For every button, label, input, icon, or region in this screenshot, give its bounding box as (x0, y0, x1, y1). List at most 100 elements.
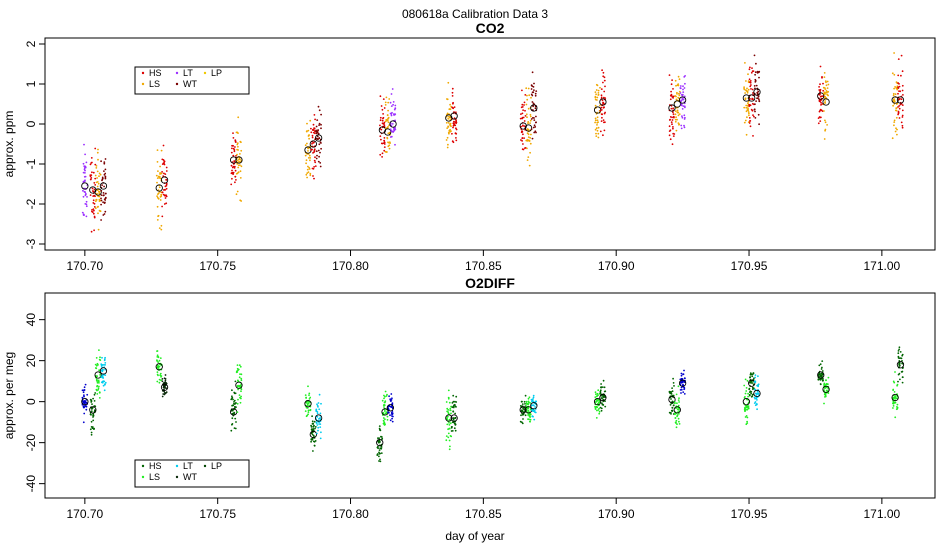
data-point (893, 121, 896, 123)
data-point (521, 137, 524, 139)
data-point (894, 394, 896, 397)
data-point (818, 375, 820, 377)
data-point (823, 93, 826, 96)
data-point (676, 423, 678, 425)
data-point (83, 167, 86, 169)
data-point (520, 113, 522, 115)
data-point (758, 70, 761, 73)
data-cluster (748, 372, 756, 398)
data-point (450, 435, 453, 438)
data-point (601, 116, 603, 119)
data-point (230, 183, 233, 186)
y-tick-label: -40 (24, 475, 38, 493)
data-point (758, 100, 761, 103)
data-point (749, 372, 752, 375)
data-point (237, 164, 240, 167)
data-point (678, 113, 681, 115)
data-point (753, 402, 756, 404)
data-point (744, 378, 747, 381)
data-point (386, 114, 389, 116)
data-point (234, 417, 237, 420)
data-point (451, 91, 454, 94)
legend-label: LS (149, 472, 160, 482)
data-point (599, 406, 602, 409)
data-cluster (304, 119, 312, 179)
data-point (104, 177, 107, 180)
data-cluster (160, 374, 169, 398)
data-point (822, 89, 825, 92)
data-point (93, 182, 96, 184)
data-point (600, 407, 603, 410)
data-point (160, 172, 163, 175)
data-point (757, 90, 760, 93)
data-point (754, 404, 757, 407)
data-point (95, 367, 98, 370)
data-point (447, 397, 450, 400)
data-point (238, 394, 241, 396)
data-point (596, 124, 598, 126)
legend-label: LS (149, 79, 160, 89)
data-point (97, 387, 100, 390)
mean-marker (519, 122, 527, 130)
data-point (901, 89, 904, 92)
data-point (602, 119, 605, 121)
data-point (81, 389, 84, 392)
data-cluster (378, 95, 387, 158)
data-point (83, 412, 86, 415)
data-point (448, 132, 450, 135)
data-point (743, 106, 746, 109)
data-point (823, 76, 826, 78)
data-point (892, 100, 895, 102)
data-point (317, 105, 320, 108)
mean-marker (817, 92, 825, 100)
data-point (673, 116, 675, 119)
data-cluster (94, 349, 102, 399)
data-point (104, 381, 107, 384)
data-cluster (160, 144, 169, 218)
data-point (522, 133, 524, 136)
data-point (528, 420, 531, 423)
data-point (232, 154, 235, 157)
data-point (755, 62, 757, 65)
data-point (600, 96, 603, 99)
data-point (534, 121, 537, 124)
data-point (381, 119, 384, 122)
data-point (749, 120, 751, 122)
data-point (681, 116, 684, 119)
x-tick-label: 170.80 (332, 259, 369, 273)
data-point (165, 166, 168, 169)
data-point (102, 368, 104, 371)
data-point (677, 75, 680, 78)
data-point (524, 394, 527, 397)
data-point (527, 136, 530, 139)
data-point (524, 94, 527, 96)
mean-marker (155, 363, 163, 371)
data-point (390, 399, 393, 401)
data-cluster (99, 356, 108, 392)
data-point (756, 97, 759, 99)
data-point (387, 121, 390, 124)
data-point (527, 121, 530, 123)
data-point (604, 405, 607, 408)
data-point (313, 166, 315, 168)
data-point (452, 107, 455, 110)
data-point (379, 119, 382, 122)
data-point (157, 193, 159, 196)
data-point (823, 389, 825, 391)
data-point (532, 394, 535, 397)
data-point (820, 101, 822, 104)
data-point (744, 405, 747, 407)
data-point (232, 145, 235, 147)
data-point (91, 427, 94, 430)
data-cluster (309, 415, 317, 452)
data-point (315, 150, 318, 153)
data-point (101, 176, 104, 179)
data-point (86, 196, 88, 198)
y-axis-label: approx. ppm (2, 111, 16, 178)
data-point (82, 214, 85, 217)
data-point (391, 420, 394, 423)
data-point (602, 106, 605, 109)
data-point (307, 385, 309, 388)
data-point (318, 124, 320, 126)
data-point (893, 73, 896, 76)
